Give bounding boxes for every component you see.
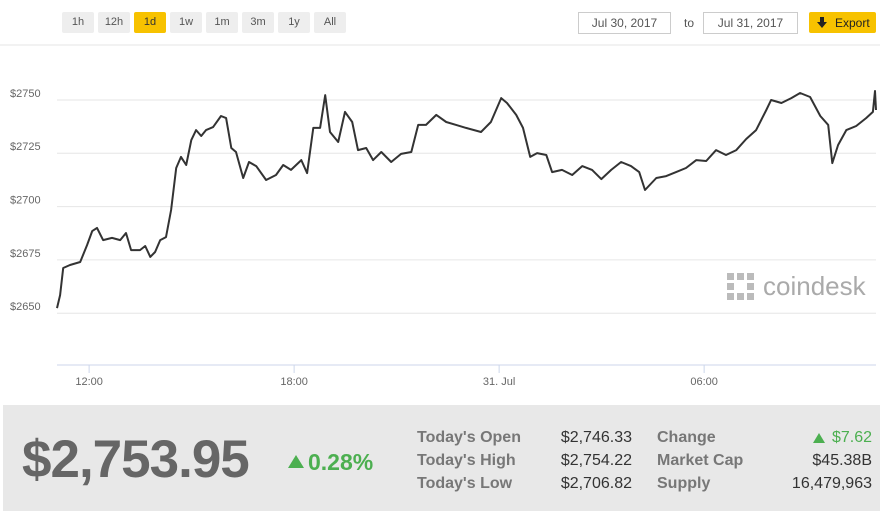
x-tick-label: 12:00 [75,376,103,388]
stat-label: Today's High [417,452,516,469]
range-button[interactable]: 1w [170,12,202,33]
stat-label: Today's Low [417,475,513,492]
y-tick-label: $2650 [10,301,41,313]
stat-label: Today's Open [417,429,521,446]
watermark-logo [727,273,754,300]
range-button[interactable]: 1y [278,12,310,33]
stat-value: $2,754.22 [560,452,632,469]
export-icon [817,17,827,28]
stat-label: Change [657,429,716,446]
stat-label: Supply [657,475,711,492]
stat-value: $2,746.33 [560,429,632,446]
stat-value: $2,706.82 [560,475,632,492]
chart: coindesk $2650 $2675 $2700 $2725 $2750 12:00 1… [0,44,880,388]
y-tick-label: $2750 [10,88,41,100]
x-tick-label: 06:00 [690,376,718,388]
range-button[interactable]: 1m [206,12,238,33]
export-label: Export [835,16,870,30]
price-line [56,90,877,309]
y-tick-label: $2700 [10,195,41,207]
range-button[interactable]: 3m [242,12,274,33]
range-button[interactable]: 1d [134,12,166,33]
date-to-label: to [684,16,695,30]
stats-panel: $2,753.95 0.28% Today's Open $2,746.33 Tod… [3,405,880,511]
y-tick-label: $2675 [10,248,41,260]
range-button[interactable]: All [314,12,346,33]
change-percent: 0.28% [308,449,374,475]
watermark: coindesk [763,271,867,301]
price: $2,753.95 [22,430,250,489]
export-button[interactable]: Export [809,12,876,33]
stat-label: Market Cap [657,452,744,469]
up-arrow [288,455,304,468]
stat-value: $7.62 [831,429,872,446]
date-to[interactable]: Jul 31, 2017 [703,12,798,34]
range-button[interactable]: 12h [98,12,130,33]
y-tick-label: $2725 [10,141,41,153]
date-from[interactable]: Jul 30, 2017 [578,12,671,34]
x-tick-label: 31. Jul [483,376,515,388]
stat-value: $45.38B [812,452,872,469]
stat-value: 16,479,963 [791,475,872,492]
range-button[interactable]: 1h [62,12,94,33]
x-tick-label: 18:00 [280,376,308,388]
change-arrow [813,433,825,443]
